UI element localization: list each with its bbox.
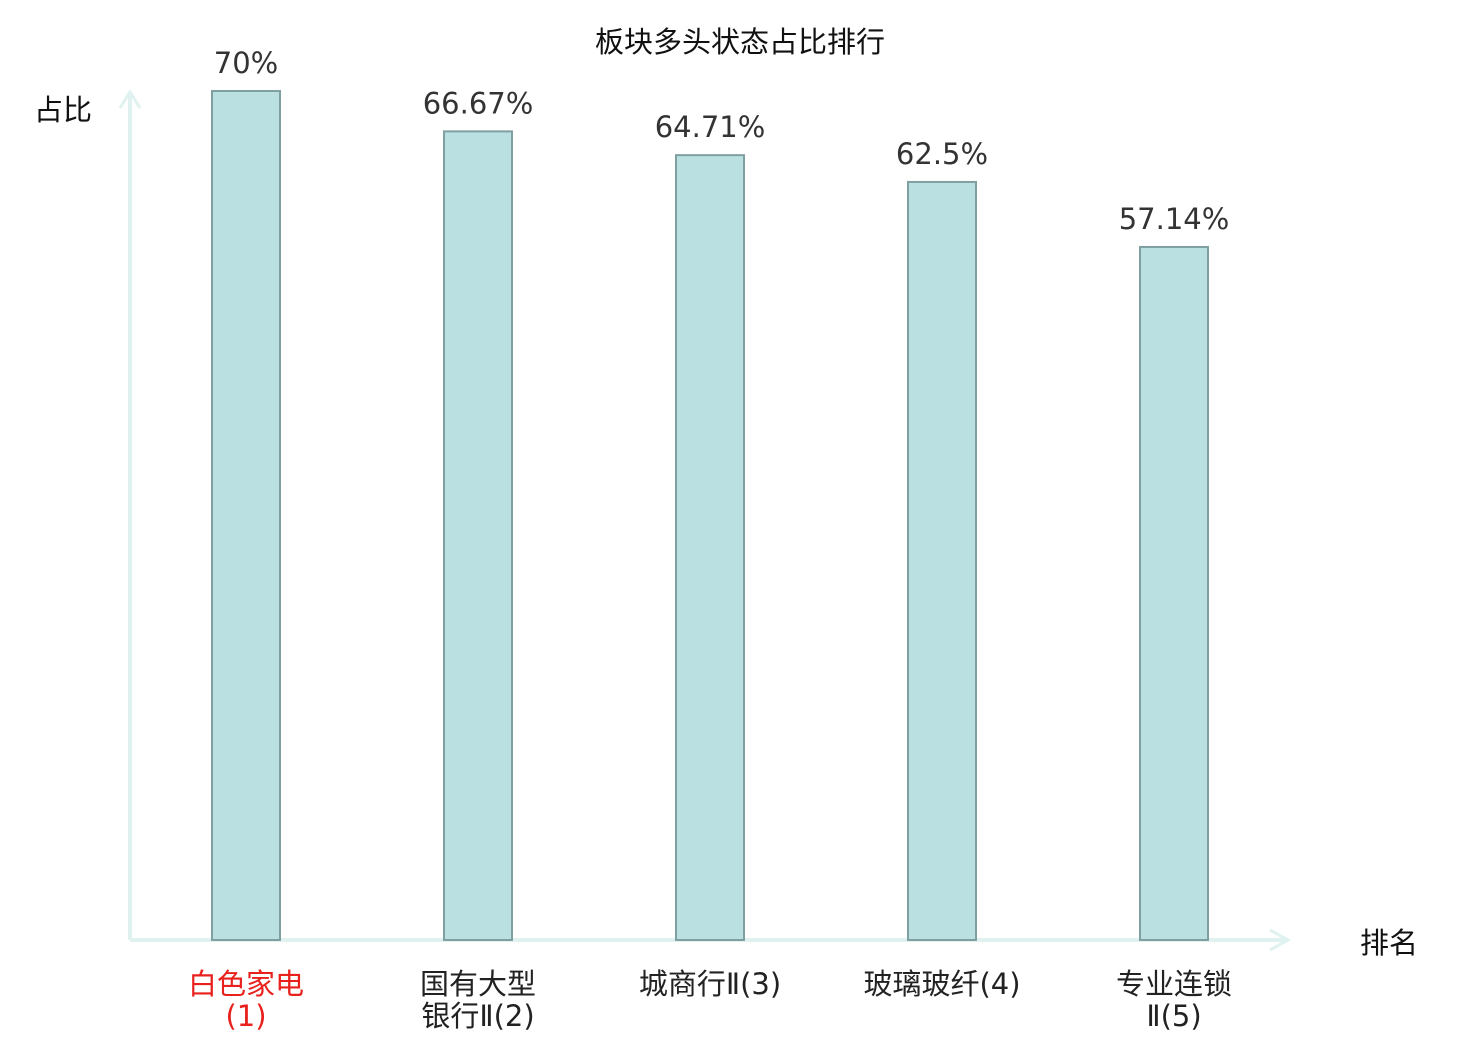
value-labels: 70% 66.67% 64.71% 62.5% 57.14% [214, 46, 1230, 236]
bar-1 [211, 90, 281, 941]
category-label-2: 国有大型银行Ⅱ(2) [420, 967, 536, 1033]
value-label-2: 66.67% [423, 86, 534, 120]
bar-5 [1139, 245, 1209, 941]
bar-2 [443, 130, 513, 942]
category-label-4: 玻璃玻纤(4) [863, 967, 1020, 1001]
value-label-1: 70% [214, 46, 278, 80]
y-axis-arrow-icon [118, 89, 142, 109]
value-label-5: 57.14% [1119, 202, 1230, 236]
chart-title: 板块多头状态占比排行 [595, 25, 885, 59]
value-label-3: 64.71% [655, 110, 766, 144]
bar-4 [907, 180, 977, 941]
category-label-1: 白色家电(1) [188, 967, 304, 1033]
x-axis-label: 排名 [1360, 926, 1418, 960]
x-axis-arrow-icon [1269, 928, 1292, 952]
category-label-5: 专业连锁 Ⅱ(5) [1116, 967, 1232, 1033]
value-label-4: 62.5% [896, 137, 988, 171]
category-label-3: 城商行Ⅱ(3) [639, 967, 781, 1001]
bars [211, 90, 1209, 942]
y-axis-label: 占比 [34, 93, 92, 127]
category-labels: 白色家电(1) 国有大型银行Ⅱ(2) 城商行Ⅱ(3) 玻璃玻纤(4) 专业连锁 Ⅱ(5) [188, 967, 1232, 1033]
bar-3 [675, 154, 745, 941]
